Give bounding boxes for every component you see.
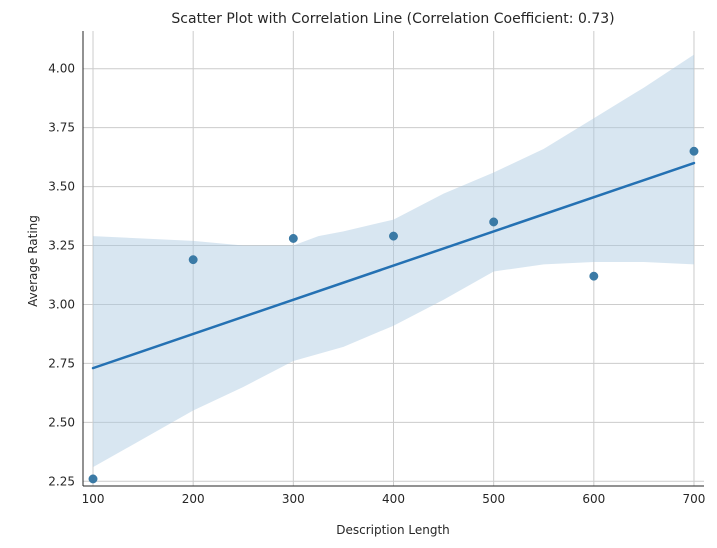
y-tick-label: 3.75 [48,121,75,135]
x-tick-label: 300 [282,492,305,506]
x-tick-label: 200 [182,492,205,506]
x-tick-label: 700 [683,492,706,506]
x-tick-label: 500 [482,492,505,506]
scatter-point [589,271,599,281]
tick-labels: 100 200 300 400 500 600 700 2.25 2.50 2.75 3.00 3.2… [48,62,705,506]
chart-title: Scatter Plot with Correlation Line (Corr… [171,11,614,27]
y-axis-label: Average Rating [26,215,40,307]
scatter-point [389,231,398,241]
y-tick-label: 2.75 [48,356,75,370]
x-tick-label: 400 [382,492,405,506]
confidence-band [93,54,694,468]
scatter-point [288,234,298,243]
y-tick-label: 4.00 [48,62,75,76]
y-tick-label: 3.50 [48,180,75,194]
scatter-point [188,255,198,265]
confidence-band-layer [93,54,694,468]
scatter-point [88,474,98,484]
grid-lines [83,31,704,486]
data-points-layer [88,146,699,484]
y-tick-label: 2.25 [48,474,75,488]
y-tick-label: 2.50 [48,415,75,429]
y-tick-label: 3.00 [48,297,75,311]
axes [82,31,704,487]
scatter-point [689,146,699,156]
x-axis-label: Description Length [336,523,450,537]
regression-line-layer [91,161,696,370]
regression-line [91,161,696,370]
scatter-point [489,217,499,227]
y-tick-label: 3.25 [48,239,75,253]
x-tick-label: 100 [82,492,105,506]
x-tick-label: 600 [582,492,605,506]
